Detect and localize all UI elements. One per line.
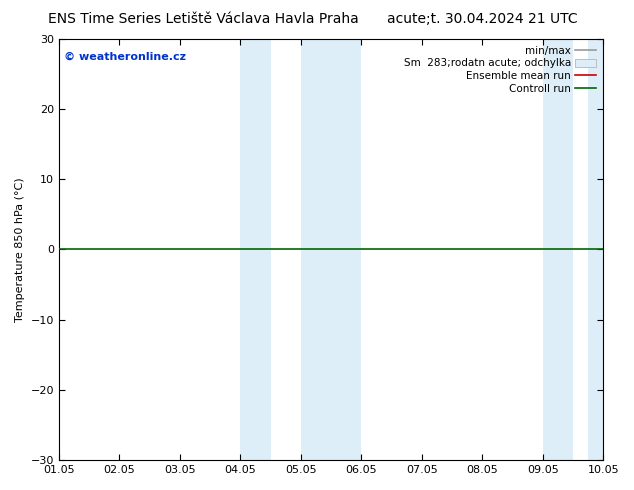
Y-axis label: Temperature 850 hPa (°C): Temperature 850 hPa (°C) [15, 177, 25, 321]
Bar [543, 39, 573, 460]
Text: acute;t. 30.04.2024 21 UTC: acute;t. 30.04.2024 21 UTC [387, 12, 577, 26]
Text: ENS Time Series Letiště Václava Havla Praha: ENS Time Series Letiště Václava Havla Pr… [48, 12, 358, 26]
Bar [301, 39, 361, 460]
Text: © weatheronline.cz: © weatheronline.cz [65, 51, 186, 61]
Legend: min/max, Sm  283;rodatn acute; odchylka, Ensemble mean run, Controll run: min/max, Sm 283;rodatn acute; odchylka, … [401, 44, 598, 96]
Bar [588, 39, 603, 460]
Bar [240, 39, 271, 460]
